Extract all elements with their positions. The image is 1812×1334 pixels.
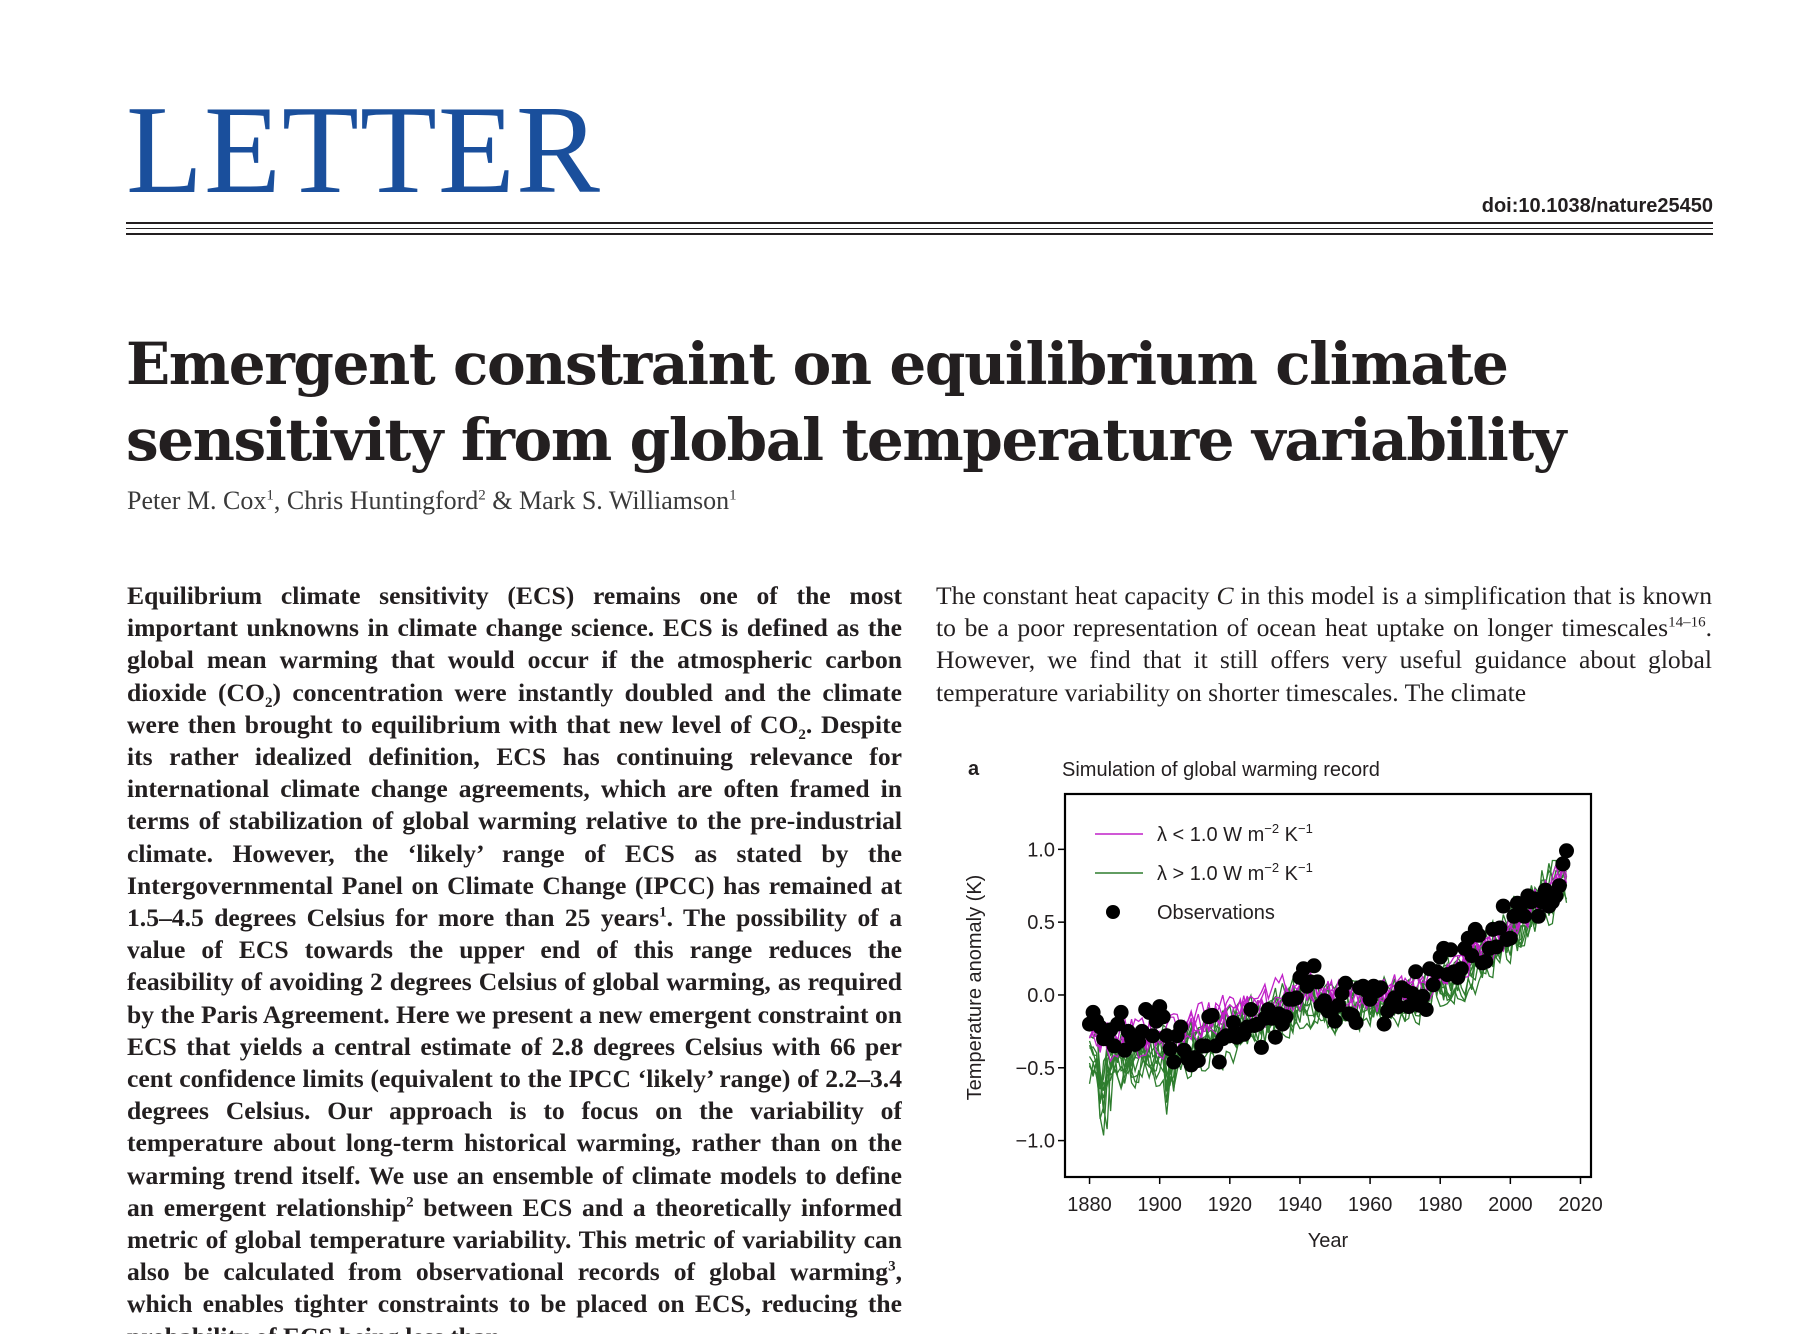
observation-point bbox=[1453, 961, 1469, 977]
observation-point bbox=[1425, 977, 1441, 993]
observation-point bbox=[1331, 997, 1346, 1013]
observation-point bbox=[1225, 1015, 1241, 1031]
title-line-2: sensitivity from global temperature vari… bbox=[126, 406, 1567, 474]
observation-point bbox=[1267, 1029, 1283, 1045]
observation-point bbox=[1166, 1054, 1182, 1070]
x-tick-label: 1960 bbox=[1348, 1194, 1393, 1216]
author-name: Chris Huntingford bbox=[286, 486, 479, 515]
observation-point bbox=[1506, 908, 1522, 924]
observation-point bbox=[1243, 1002, 1259, 1017]
author-name: Peter M. Cox bbox=[127, 486, 267, 515]
header-rule-mid bbox=[126, 228, 1713, 229]
x-tick-label: 1900 bbox=[1137, 1194, 1182, 1216]
observation-point bbox=[1495, 898, 1511, 914]
legend-label: Observations bbox=[1157, 902, 1275, 924]
observation-point bbox=[1492, 920, 1508, 936]
observation-point bbox=[1278, 1009, 1294, 1025]
observation-point bbox=[1204, 1007, 1220, 1023]
observation-point bbox=[1464, 948, 1480, 964]
observation-point bbox=[1197, 1038, 1213, 1054]
observation-point bbox=[1408, 964, 1424, 980]
observation-point bbox=[1211, 1054, 1227, 1070]
observation-point bbox=[1110, 1016, 1126, 1032]
figure-title: Simulation of global warming record bbox=[1062, 759, 1380, 781]
body-text: The constant heat capacity C in this mod… bbox=[936, 581, 1712, 707]
observation-point bbox=[1310, 974, 1325, 990]
author-affiliation: 2 bbox=[478, 487, 486, 504]
observation-point bbox=[1530, 908, 1546, 924]
observation-point bbox=[1488, 939, 1504, 955]
x-tick-label: 1940 bbox=[1278, 1194, 1323, 1216]
y-tick-label: −1.0 bbox=[1016, 1131, 1055, 1153]
observation-point bbox=[1415, 988, 1431, 1004]
observation-point bbox=[1348, 1015, 1364, 1031]
author-affiliation: 1 bbox=[729, 487, 737, 504]
observation-point bbox=[1190, 1053, 1206, 1068]
y-tick-label: −0.5 bbox=[1016, 1058, 1055, 1080]
x-tick-label: 1880 bbox=[1067, 1194, 1112, 1216]
x-tick-label: 2020 bbox=[1558, 1194, 1603, 1216]
abstract: Equilibrium climate sensitivity (ECS) re… bbox=[127, 581, 902, 1334]
title-line-1: Emergent constraint on equilibrium clima… bbox=[126, 330, 1509, 398]
observation-point bbox=[1145, 1028, 1161, 1044]
observation-point bbox=[1338, 975, 1353, 991]
plot-frame bbox=[1063, 792, 1593, 1179]
author-list: Peter M. Cox1, Chris Huntingford2 & Mark… bbox=[127, 486, 737, 515]
chart: 1880 1900 1920 1940 1960 1980 2000 2020 −1.0 −0.5… bbox=[964, 792, 1603, 1252]
header-rule-bottom bbox=[126, 233, 1713, 235]
observation-point bbox=[1551, 878, 1567, 894]
x-axis-label: Year bbox=[1308, 1230, 1349, 1252]
observation-point bbox=[1559, 843, 1574, 859]
observation-point bbox=[1113, 1004, 1129, 1020]
article-title: Emergent constraint on equilibrium clima… bbox=[126, 326, 1686, 478]
observation-point bbox=[1162, 1041, 1178, 1057]
figure-panel-label: a bbox=[968, 758, 980, 780]
observation-point bbox=[1390, 999, 1406, 1015]
header-rule-top bbox=[126, 222, 1713, 224]
section-label: LETTER bbox=[126, 81, 601, 220]
author-affiliation: 1 bbox=[266, 487, 274, 504]
observation-point bbox=[1376, 1016, 1392, 1032]
author-name: Mark S. Williamson bbox=[519, 486, 730, 515]
observation-point bbox=[1155, 1009, 1171, 1025]
observation-point bbox=[1306, 958, 1322, 974]
legend-label: λ > 1.0 W m−2 K−1 bbox=[1157, 860, 1313, 885]
observation-point bbox=[1478, 954, 1494, 969]
observation-point bbox=[1555, 856, 1571, 872]
observation-point bbox=[1373, 980, 1389, 996]
observation-point bbox=[1159, 1028, 1175, 1044]
y-tick-label: 0.0 bbox=[1027, 985, 1055, 1007]
x-tick-label: 2000 bbox=[1488, 1194, 1533, 1216]
observation-point bbox=[1418, 1002, 1434, 1017]
observation-point bbox=[1502, 930, 1518, 946]
y-tick-label: 1.0 bbox=[1027, 839, 1055, 861]
x-tick-label: 1920 bbox=[1208, 1194, 1253, 1216]
observation-point bbox=[1327, 1013, 1343, 1029]
observation-point bbox=[1443, 942, 1459, 958]
legend-swatch-marker bbox=[1106, 905, 1120, 919]
observation-point bbox=[1516, 908, 1532, 924]
legend-label: λ < 1.0 W m−2 K−1 bbox=[1157, 821, 1313, 846]
observation-point bbox=[1471, 927, 1487, 943]
observation-point bbox=[1253, 1039, 1269, 1055]
x-tick-label: 1980 bbox=[1418, 1194, 1463, 1216]
y-tick-label: 0.5 bbox=[1027, 912, 1055, 934]
y-axis-label: Temperature anomaly (K) bbox=[964, 875, 986, 1101]
observation-point bbox=[1173, 1019, 1189, 1035]
doi[interactable]: doi:10.1038/nature25450 bbox=[1481, 195, 1713, 217]
observation-point bbox=[1288, 990, 1304, 1006]
